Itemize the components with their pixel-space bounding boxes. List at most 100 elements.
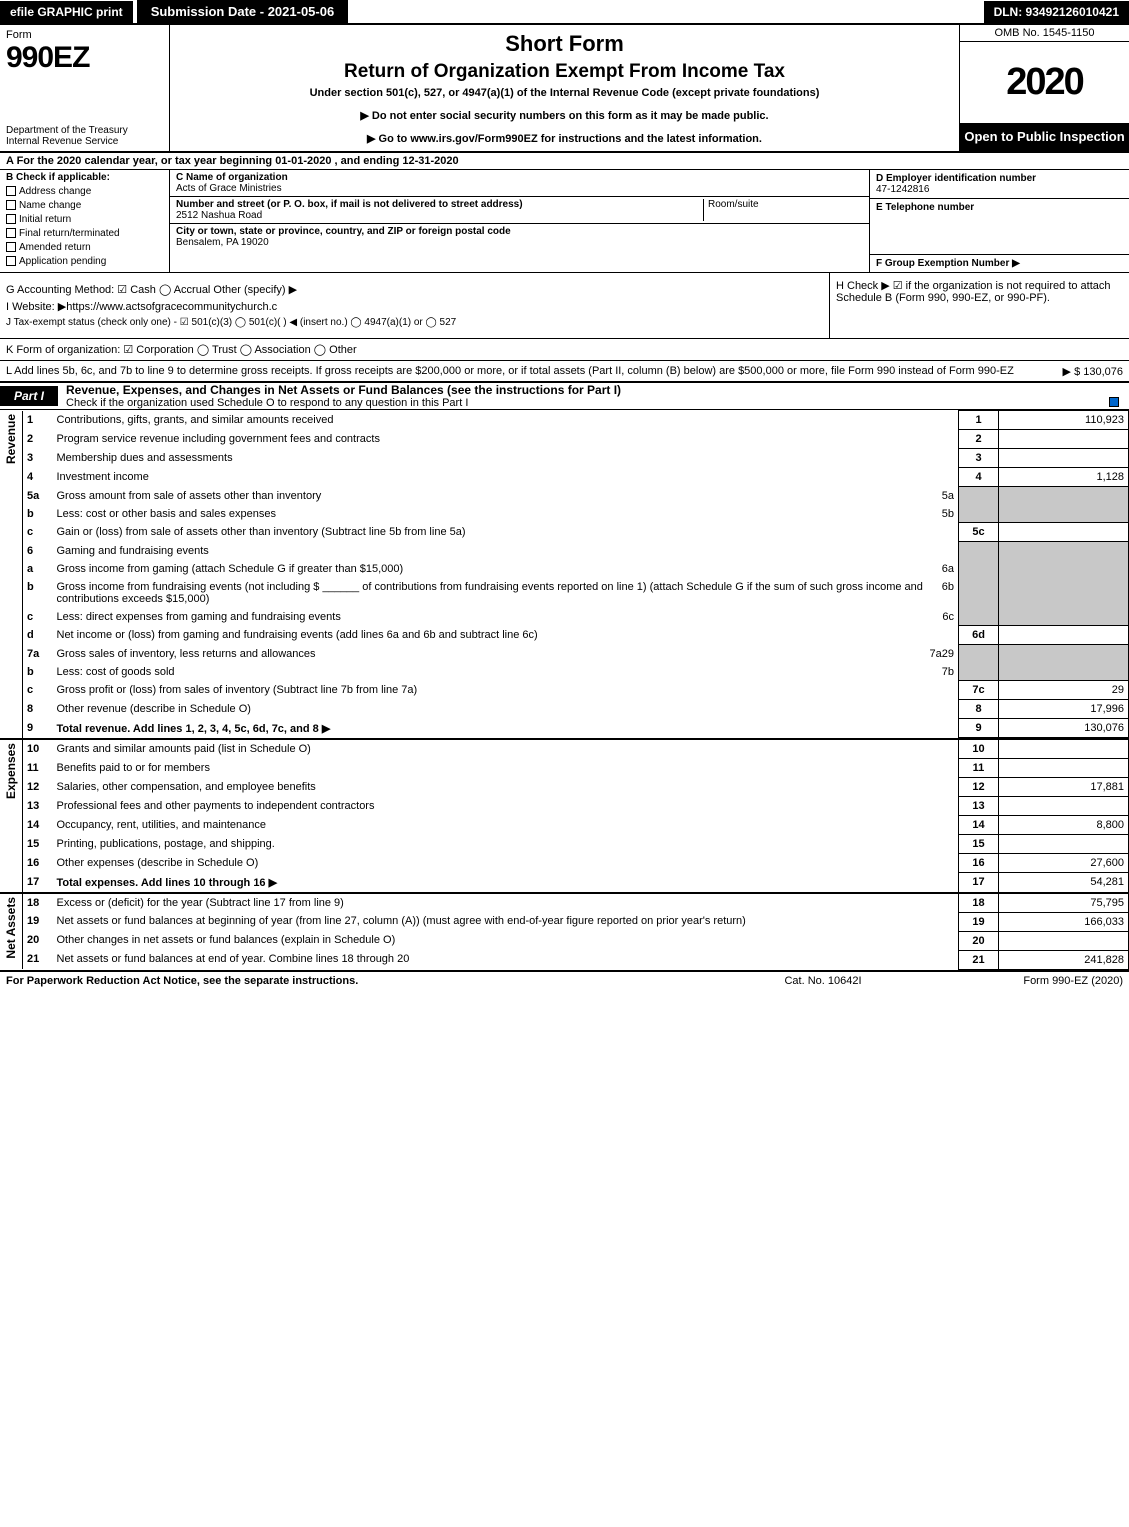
part-1-header: Part I Revenue, Expenses, and Changes in… [0,383,1129,410]
line-20: Other changes in net assets or fund bala… [53,931,959,950]
amt-3 [999,449,1129,468]
num-12: 12 [959,778,999,797]
top-bar: efile GRAPHIC print Submission Date - 20… [0,0,1129,25]
num-2: 2 [959,430,999,449]
checkbox-final-return[interactable]: Final return/terminated [6,228,163,239]
num-21: 21 [959,950,999,969]
amt-6d [999,626,1129,645]
line-6a: Gross income from gaming (attach Schedul… [53,560,959,578]
c-name-label: C Name of organization [176,172,288,183]
d-ein-label: D Employer identification number [876,173,1036,184]
line-6c: Less: direct expenses from gaming and fu… [53,608,959,626]
cb-label: Address change [19,186,91,197]
part-1-table: Revenue 1Contributions, gifts, grants, a… [0,410,1129,970]
footer-form: Form 990-EZ (2020) [923,975,1123,987]
num-18: 18 [959,893,999,913]
cb-label: Application pending [19,256,106,267]
checkbox-pending[interactable]: Application pending [6,256,163,267]
form-subtitle: Under section 501(c), 527, or 4947(a)(1)… [180,87,949,99]
line-5c: Gain or (loss) from sale of assets other… [53,523,959,542]
footer-paperwork: For Paperwork Reduction Act Notice, see … [6,975,723,987]
line-7a: Gross sales of inventory, less returns a… [53,645,959,663]
header-right: OMB No. 1545-1150 2020 Open to Public In… [959,25,1129,151]
e-phone-label: E Telephone number [876,202,974,213]
amt-5c [999,523,1129,542]
line-12: Salaries, other compensation, and employ… [53,778,959,797]
line-6d: Net income or (loss) from gaming and fun… [53,626,959,645]
c-city-label: City or town, state or province, country… [176,226,511,237]
line-6: Gaming and fundraising events [53,542,959,560]
amt-13 [999,797,1129,816]
line-5a: Gross amount from sale of assets other t… [53,487,959,505]
form-header: Form 990EZ Department of the Treasury In… [0,25,1129,153]
ghij-block: G Accounting Method: ☑ Cash ◯ Accrual Ot… [0,273,1129,339]
header-center: Short Form Return of Organization Exempt… [170,25,959,151]
l-gross-receipts: L Add lines 5b, 6c, and 7b to line 9 to … [0,361,1129,383]
num-15: 15 [959,835,999,854]
d-ein-value: 47-1242816 [876,184,929,195]
amt-21: 241,828 [999,950,1129,969]
org-city: Bensalem, PA 19020 [176,237,269,248]
expenses-side-label: Expenses [4,743,18,799]
entity-block: B Check if applicable: Address change Na… [0,170,1129,273]
num-10: 10 [959,739,999,759]
form-number: 990EZ [6,41,163,75]
org-name: Acts of Grace Ministries [176,183,282,194]
goto-link[interactable]: ▶ Go to www.irs.gov/Form990EZ for instru… [180,132,949,145]
amt-14: 8,800 [999,816,1129,835]
num-14: 14 [959,816,999,835]
amt-18: 75,795 [999,893,1129,913]
part-1-tab: Part I [0,386,58,406]
num-4: 4 [959,468,999,487]
line-10: Grants and similar amounts paid (list in… [53,739,959,759]
section-b-checkboxes: B Check if applicable: Address change Na… [0,170,170,272]
amt-2 [999,430,1129,449]
public-inspection: Open to Public Inspection [960,123,1129,151]
amt-10 [999,739,1129,759]
section-b-header: B Check if applicable: [6,172,163,183]
amt-4: 1,128 [999,468,1129,487]
ssn-warning: ▶ Do not enter social security numbers o… [180,109,949,122]
num-16: 16 [959,854,999,873]
c-addr-label: Number and street (or P. O. box, if mail… [176,199,523,210]
checkbox-initial-return[interactable]: Initial return [6,214,163,225]
f-group-label: F Group Exemption Number ▶ [876,258,1020,269]
num-6d: 6d [959,626,999,645]
efile-print-button[interactable]: efile GRAPHIC print [0,1,133,23]
omb-number: OMB No. 1545-1150 [960,25,1129,42]
h-schedule-b: H Check ▶ ☑ if the organization is not r… [829,273,1129,338]
amt-11 [999,759,1129,778]
footer-catno: Cat. No. 10642I [723,975,923,987]
line-11: Benefits paid to or for members [53,759,959,778]
tax-year: 2020 [960,42,1129,123]
amt-19: 166,033 [999,912,1129,931]
line-4: Investment income [53,468,959,487]
checkbox-amended[interactable]: Amended return [6,242,163,253]
line-19: Net assets or fund balances at beginning… [53,912,959,931]
line-7b: Less: cost of goods sold7b [53,663,959,681]
line-5b: Less: cost or other basis and sales expe… [53,505,959,523]
line-2: Program service revenue including govern… [53,430,959,449]
i-website[interactable]: I Website: ▶https://www.actsofgracecommu… [6,300,823,313]
checkbox-name-change[interactable]: Name change [6,200,163,211]
submission-date: Submission Date - 2021-05-06 [137,0,349,23]
section-c-name-address: C Name of organization Acts of Grace Min… [170,170,869,272]
amt-9: 130,076 [999,719,1129,738]
line-a-tax-year: A For the 2020 calendar year, or tax yea… [0,153,1129,170]
line-7c: Gross profit or (loss) from sales of inv… [53,681,959,700]
checkbox-address-change[interactable]: Address change [6,186,163,197]
part-1-checkbox[interactable] [1109,397,1119,407]
section-def: D Employer identification number 47-1242… [869,170,1129,272]
amt-20 [999,931,1129,950]
line-3: Membership dues and assessments [53,449,959,468]
cb-label: Amended return [19,242,91,253]
amt-12: 17,881 [999,778,1129,797]
num-11: 11 [959,759,999,778]
num-20: 20 [959,931,999,950]
amt-8: 17,996 [999,700,1129,719]
line-13: Professional fees and other payments to … [53,797,959,816]
num-19: 19 [959,912,999,931]
num-5c: 5c [959,523,999,542]
form-word: Form [6,29,163,41]
amt-17: 54,281 [999,873,1129,893]
